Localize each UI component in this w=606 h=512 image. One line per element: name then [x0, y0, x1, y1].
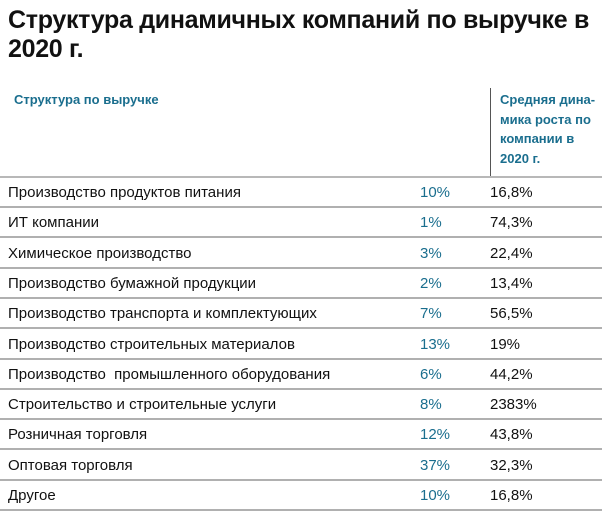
table-row: Производство промышленного оборудования 6…: [0, 360, 602, 390]
row-label: Розничная торговля: [8, 426, 148, 444]
table-title: Структура динамичных компаний по выручке…: [8, 6, 590, 63]
row-share: 2%: [420, 274, 442, 292]
row-growth: 74,3%: [490, 214, 533, 232]
table-row: ИТ компании 1% 74,3%: [0, 208, 602, 239]
row-divider: [0, 266, 602, 269]
row-growth: 56,5%: [490, 305, 533, 323]
row-share: 12%: [420, 426, 451, 444]
row-label: Химическое производство: [8, 244, 192, 262]
header-structure: Структура по выручке: [14, 92, 159, 107]
row-growth: 19%: [490, 335, 521, 353]
table-row: Розничная торговля 12% 43,8%: [0, 420, 602, 451]
header-divider: [490, 88, 491, 176]
row-share: 7%: [420, 305, 442, 323]
row-label: Производство бумажной продукции: [8, 274, 257, 292]
table-row: Производство бумажной продукции 2% 13,4%: [0, 269, 602, 299]
row-label: Производство транспорта и комплектующих: [8, 305, 317, 323]
row-divider: [0, 448, 602, 451]
row-share: 10%: [420, 184, 451, 201]
row-growth: 16,8%: [490, 487, 533, 504]
row-growth: 16,8%: [490, 184, 533, 201]
row-label: Производство продуктов питания: [8, 184, 241, 201]
table-row: Производство транспорта и комплектующих 7…: [0, 299, 602, 330]
row-share: 8%: [420, 396, 442, 414]
row-label: Оптовая торговля: [8, 456, 133, 474]
row-share: 13%: [420, 335, 451, 353]
table-row: Химическое производство 3% 22,4%: [0, 239, 602, 269]
table-row: Другое 10% 16,8%: [0, 481, 602, 511]
row-share: 6%: [420, 365, 442, 383]
row-label: Другое: [8, 487, 56, 504]
table-row: Строительство и строительные услуги 8% 238…: [0, 390, 602, 421]
row-growth: 43,8%: [490, 426, 533, 444]
row-label: Производство промышленного оборудования: [8, 365, 331, 383]
row-share: 1%: [420, 214, 442, 232]
row-share: 37%: [420, 456, 451, 474]
table-row: Производство строительных материалов 13% 1…: [0, 330, 602, 360]
row-label: ИТ компании: [8, 214, 100, 232]
row-divider: [0, 478, 602, 481]
row-divider: [0, 357, 602, 360]
row-divider: [0, 206, 602, 208]
row-growth: 13,4%: [490, 274, 533, 292]
row-divider: [0, 327, 602, 330]
row-growth: 44,2%: [490, 365, 533, 383]
row-divider: [0, 236, 602, 239]
row-divider: [0, 418, 602, 421]
row-share: 3%: [420, 244, 442, 262]
row-divider: [0, 509, 602, 511]
row-label: Производство строительных материалов: [8, 335, 295, 353]
row-growth: 32,3%: [490, 456, 533, 474]
header-growth: Средняя дина-мика роста по компании в 20…: [500, 92, 596, 166]
table-row: Оптовая торговля 37% 32,3%: [0, 451, 602, 481]
row-label: Строительство и строительные услуги: [8, 396, 277, 414]
table-row: Производство продуктов питания 10% 16,8%: [0, 178, 602, 208]
header-rule: [0, 176, 602, 178]
row-divider: [0, 296, 602, 299]
row-growth: 22,4%: [490, 244, 533, 262]
row-divider: [0, 387, 602, 390]
row-share: 10%: [420, 487, 451, 504]
row-growth: 2383%: [490, 396, 537, 414]
